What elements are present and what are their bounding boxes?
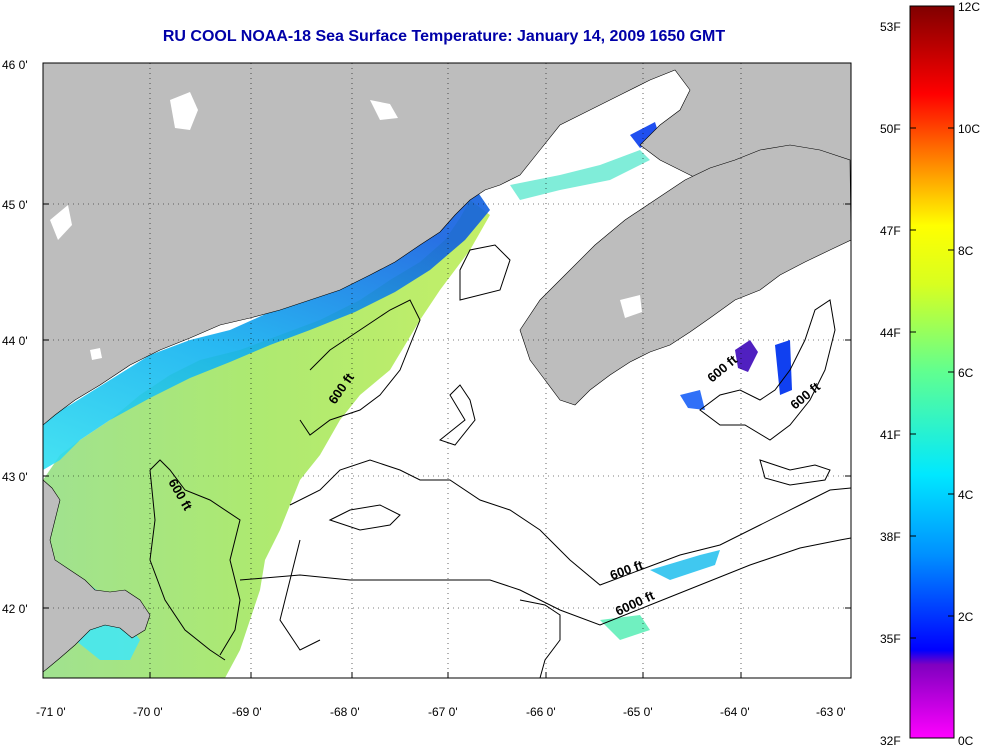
colorbar-c-label: 10C xyxy=(958,122,980,136)
colorbar-f-label: 50F xyxy=(880,122,901,136)
colorbar-c-label: 0C xyxy=(958,734,974,748)
colorbar-c-label: 6C xyxy=(958,366,974,380)
y-tick-label: 45 0' xyxy=(2,198,28,212)
colorbar-f-label: 44F xyxy=(880,326,901,340)
y-tick-label: 44 0' xyxy=(2,334,28,348)
x-tick-label: -67 0' xyxy=(428,705,458,719)
colorbar-f-label: 47F xyxy=(880,224,901,238)
colorbar-f-label: 41F xyxy=(880,428,901,442)
y-axis-labels: 46 0' 45 0' 44 0' 43 0' 42 0' xyxy=(2,58,28,616)
map-title: RU COOL NOAA-18 Sea Surface Temperature:… xyxy=(162,28,726,45)
lake-inland-2 xyxy=(50,205,72,240)
colorbar-f-label: 35F xyxy=(880,632,901,646)
y-tick-label: 42 0' xyxy=(2,602,28,616)
lake-inland-1 xyxy=(170,92,198,130)
x-tick-label: -63 0' xyxy=(816,705,846,719)
x-tick-label: -69 0' xyxy=(232,705,262,719)
sst-nova-scotia-blue-2 xyxy=(680,390,705,410)
x-tick-label: -65 0' xyxy=(623,705,653,719)
frame-ticks xyxy=(43,203,851,678)
colorbar-c-label: 8C xyxy=(958,244,974,258)
colorbar-c-label: 4C xyxy=(958,488,974,502)
colorbar-celsius-labels: 12C 10C 8C 6C 4C 2C 0C xyxy=(958,0,980,748)
x-tick-label: -68 0' xyxy=(330,705,360,719)
land-massachusetts xyxy=(43,479,151,673)
bathymetry-contours xyxy=(149,244,851,678)
colorbar-c-label: 12C xyxy=(958,0,980,14)
colorbar-c-label: 2C xyxy=(958,610,974,624)
sst-georges-bank-patch xyxy=(650,550,720,580)
sst-coastal-cold-band xyxy=(43,188,490,470)
x-tick-label: -71 0' xyxy=(36,705,66,719)
map-frame xyxy=(42,62,852,679)
x-tick-label: -64 0' xyxy=(720,705,750,719)
colorbar xyxy=(909,5,955,739)
colorbar-f-label: 38F xyxy=(880,530,901,544)
lake-inland-5 xyxy=(370,100,398,120)
y-tick-label: 43 0' xyxy=(2,470,28,484)
x-tick-label: -66 0' xyxy=(526,705,556,719)
sst-gulf-of-maine-water xyxy=(43,200,490,678)
lake-inland-3 xyxy=(90,348,102,360)
land-nova-scotia xyxy=(519,144,851,406)
lake-inland-4 xyxy=(620,295,642,318)
sst-nova-scotia-blue xyxy=(775,340,792,395)
colorbar-ticks xyxy=(910,5,954,739)
colorbar-f-label: 53F xyxy=(880,20,901,34)
x-tick-label: -70 0' xyxy=(133,705,163,719)
sst-georges-patch-2 xyxy=(600,615,650,640)
map-layers xyxy=(43,63,851,678)
colorbar-f-label: 32F xyxy=(880,734,901,748)
y-tick-label: 46 0' xyxy=(2,58,28,72)
colorbar-fahrenheit-labels: 53F 50F 47F 44F 41F 38F 35F 32F xyxy=(880,20,901,748)
x-axis-labels: -71 0' -70 0' -69 0' -68 0' -67 0' -66 0… xyxy=(36,705,846,719)
sst-fundy-patches xyxy=(510,150,650,200)
